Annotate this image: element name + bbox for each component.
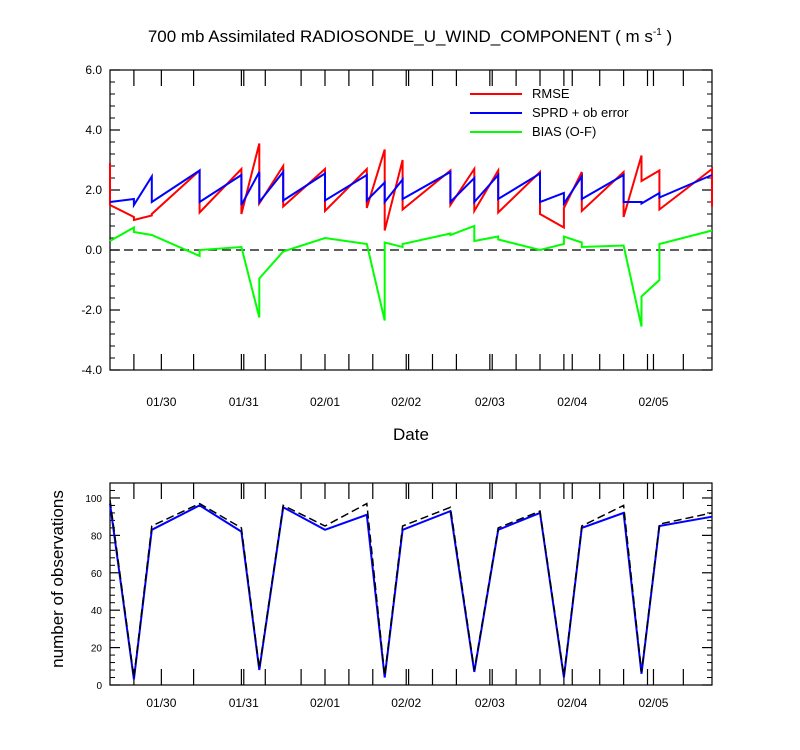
- chart-title-superscript: -1: [653, 27, 662, 38]
- x-tick-label: 01/31: [229, 696, 259, 710]
- y-tick-label: 0: [96, 681, 102, 692]
- x-axis-title: Date: [393, 425, 429, 444]
- x-tick-label: 01/30: [146, 696, 176, 710]
- series-line-observations-dashed: [109, 499, 713, 678]
- x-tick-label: 02/05: [638, 696, 668, 710]
- x-tick-label: 02/04: [557, 696, 587, 710]
- y-tick-label: 80: [91, 531, 103, 542]
- y-tick-label: -4.0: [81, 363, 102, 377]
- y-tick-label: -2.0: [81, 303, 102, 317]
- y-tick-label: 40: [91, 606, 103, 617]
- y-tick-label: 0.0: [85, 243, 102, 257]
- x-tick-label: 02/03: [475, 395, 505, 409]
- y-axis-title-bottom: number of observations: [48, 490, 67, 668]
- x-tick-label: 02/04: [557, 395, 587, 409]
- y-tick-label: 20: [91, 644, 103, 655]
- legend-label: SPRD + ob error: [532, 105, 629, 120]
- x-tick-label: 02/03: [475, 696, 505, 710]
- y-tick-label: 6.0: [85, 63, 102, 77]
- chart-title: 700 mb Assimilated RADIOSONDE_U_WIND_COM…: [148, 27, 672, 46]
- bottom-plot-frame: [109, 482, 713, 686]
- x-tick-label: 01/30: [146, 395, 176, 409]
- x-tick-label: 01/31: [229, 395, 259, 409]
- bottom-plot: 0 20 40 60 80 100 01/30 01/31 02/01 02/02 02/03 02/…: [85, 482, 713, 710]
- series-line-bias-o-f: [109, 224, 713, 327]
- top-series-group: [109, 143, 713, 327]
- top-plot: 6.0 4.0 2.0 0.0 -2.0 -4.0 01/30 01/31 02/01 02/02…: [81, 63, 713, 409]
- x-tick-label: 02/05: [638, 395, 668, 409]
- bottom-series-group: [109, 499, 713, 680]
- chart-title-suffix: ): [662, 27, 672, 46]
- x-tick-label: 02/01: [310, 696, 340, 710]
- series-line-observations-solid: [109, 503, 713, 680]
- legend: RMSE SPRD + ob error BIAS (O-F): [470, 86, 629, 139]
- series-line-sprd-ob-error: [109, 168, 713, 209]
- y-tick-label: 100: [85, 494, 102, 505]
- bottom-axis-ticks: 0 20 40 60 80 100 01/30 01/31 02/01 02/02 02/03 02/…: [85, 482, 712, 710]
- chart-title-prefix: 700 mb Assimilated RADIOSONDE_U_WIND_COM…: [148, 27, 653, 46]
- legend-label: BIAS (O-F): [532, 124, 596, 139]
- y-tick-label: 4.0: [85, 123, 102, 137]
- top-axis-ticks: 6.0 4.0 2.0 0.0 -2.0 -4.0 01/30 01/31 02/01 02/02…: [81, 63, 712, 409]
- x-tick-label: 02/01: [310, 395, 340, 409]
- x-tick-label: 02/02: [391, 395, 421, 409]
- y-tick-label: 60: [91, 569, 103, 580]
- top-plot-frame: [109, 69, 713, 371]
- y-tick-label: 2.0: [85, 183, 102, 197]
- legend-label: RMSE: [532, 86, 570, 101]
- x-tick-label: 02/02: [391, 696, 421, 710]
